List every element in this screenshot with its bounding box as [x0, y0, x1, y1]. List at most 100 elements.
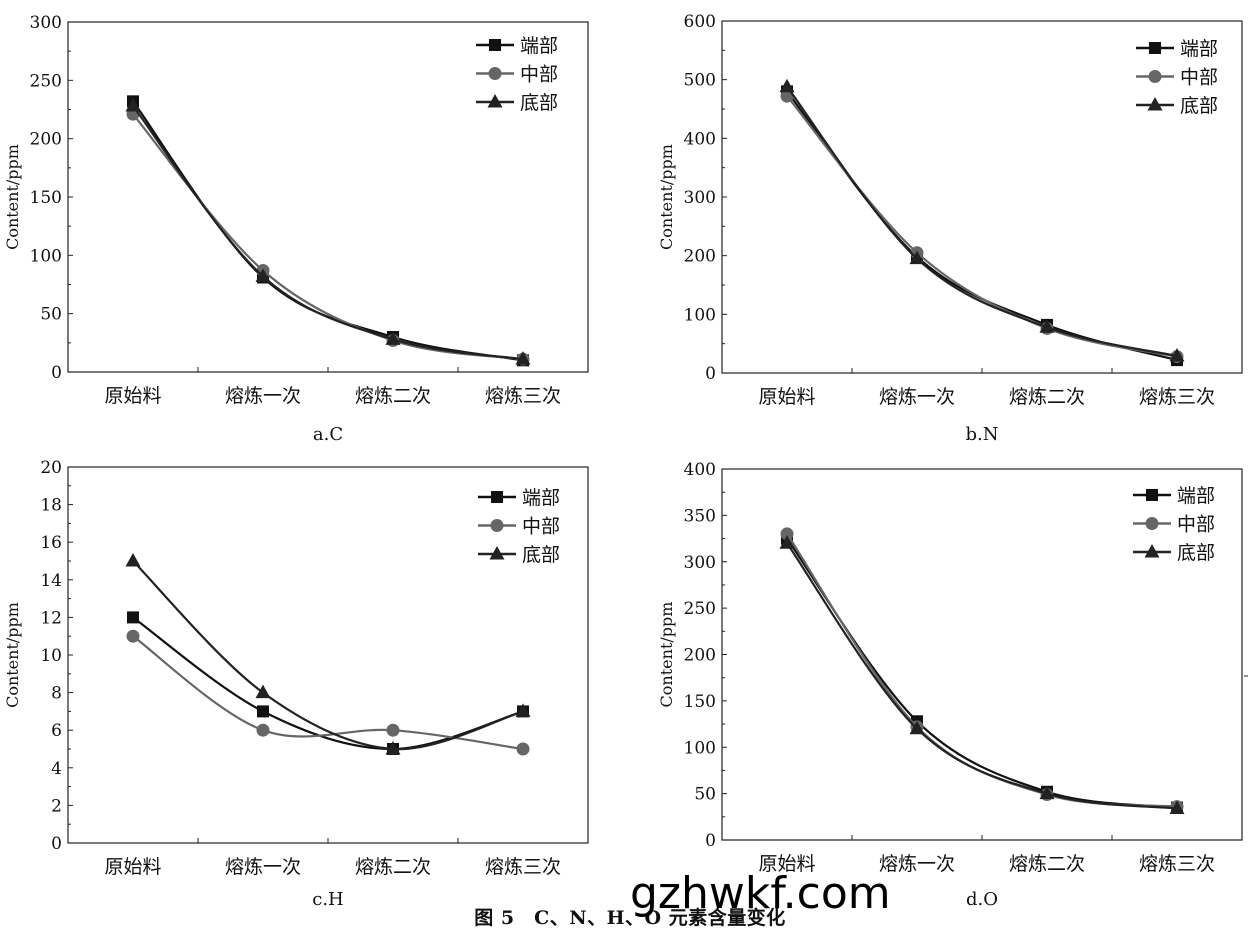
data-point	[256, 723, 270, 737]
legend-swatch-marker	[490, 519, 504, 532]
y-tick-label: 50	[40, 305, 62, 325]
legend-label: 底部	[1180, 95, 1218, 117]
y-tick-label: 600	[684, 12, 716, 32]
y-tick-label: 150	[30, 188, 62, 208]
y-tick-label: 500	[684, 71, 716, 91]
data-point	[515, 351, 531, 365]
y-tick-label: 100	[684, 738, 716, 758]
y-tick-label: 400	[684, 129, 716, 149]
y-tick-label: 14	[40, 571, 62, 591]
y-tick-label: 200	[684, 646, 716, 666]
y-tick-label: 18	[40, 496, 62, 516]
legend-swatch-marker	[488, 67, 502, 80]
series-line	[132, 113, 524, 361]
legend-swatch-marker	[489, 546, 505, 560]
x-category-label: 熔炼二次	[355, 856, 431, 878]
data-point	[127, 611, 139, 624]
data-point	[386, 723, 400, 737]
legend-label: 端部	[520, 35, 558, 57]
chart-panel-0: 0 50 100 150 200 250 300 原始料 熔炼一次 熔炼二次 熔炼三次 Content…	[3, 13, 589, 445]
x-category-label: 原始料	[758, 853, 815, 875]
x-category-label: 熔炼二次	[1009, 386, 1085, 408]
x-category-label: 熔炼三次	[485, 385, 561, 407]
y-tick-label: 350	[684, 506, 716, 526]
series-1	[780, 89, 1184, 364]
data-point	[255, 684, 271, 699]
data-point	[255, 268, 271, 282]
series-line	[786, 90, 1178, 362]
data-point	[1169, 347, 1185, 362]
legend-label: 底部	[522, 544, 560, 566]
chart-panel-3: 0 50 100 150 200 250 300 350 400 原始料 熔炼一次 熔炼二次 熔炼三次 C…	[657, 460, 1243, 910]
series-line	[132, 100, 524, 362]
series-2	[779, 535, 1185, 814]
x-category-label: 原始料	[104, 856, 161, 878]
series-line	[132, 635, 524, 751]
series-2	[125, 553, 531, 755]
x-category-label: 原始料	[758, 386, 815, 408]
x-category-label: 熔炼三次	[485, 856, 561, 878]
y-tick-label: 50	[694, 785, 716, 805]
x-category-label: 熔炼一次	[225, 856, 301, 878]
chart-panel-2: 0 2 4 6 8 10 12 14 16 18 20 原始料 熔炼一次 熔炼二次 熔炼三次 Content/…	[3, 458, 589, 910]
y-tick-label: 300	[30, 13, 62, 33]
figure-caption: 图 5 C、N、H、O 元素含量变化	[474, 907, 786, 929]
x-category-label: 原始料	[104, 385, 161, 407]
legend-label: 中部	[1177, 514, 1215, 536]
legend-label: 端部	[1180, 38, 1218, 60]
y-tick-label: 2	[51, 796, 62, 816]
chart-subtitle: b.N	[966, 424, 999, 445]
data-point	[909, 720, 925, 735]
data-point	[779, 78, 795, 93]
series-line	[786, 86, 1178, 358]
x-category-label: 熔炼三次	[1139, 386, 1215, 408]
legend-swatch-marker	[1145, 517, 1159, 530]
legend-swatch-marker	[1144, 544, 1160, 558]
data-point	[1039, 785, 1055, 800]
y-tick-label: 0	[51, 363, 62, 383]
y-tick-label: 10	[40, 646, 62, 666]
series-1	[780, 527, 1184, 814]
x-category-label: 熔炼三次	[1139, 853, 1215, 875]
series-line	[786, 537, 1178, 809]
legend-label: 中部	[1180, 67, 1218, 89]
series-2	[125, 98, 531, 365]
chart-subtitle: c.H	[312, 889, 344, 910]
data-point	[780, 527, 794, 541]
legend-label: 端部	[1177, 485, 1215, 507]
data-point	[385, 741, 401, 755]
y-tick-label: 150	[684, 692, 716, 712]
y-tick-label: 250	[30, 71, 62, 91]
y-tick-label: 300	[684, 188, 716, 208]
series-line	[786, 533, 1178, 808]
x-category-label: 熔炼二次	[355, 385, 431, 407]
x-category-label: 熔炼一次	[879, 853, 955, 875]
x-category-label: 熔炼二次	[1009, 853, 1085, 875]
y-axis-label: Content/ppm	[3, 144, 22, 250]
data-point	[516, 742, 530, 756]
legend-swatch-marker	[1147, 97, 1163, 111]
x-category-label: 熔炼一次	[879, 386, 955, 408]
y-tick-label: 100	[30, 246, 62, 266]
y-tick-label: 20	[40, 458, 62, 478]
legend-label: 底部	[1177, 542, 1215, 564]
chart-panel-1: 0 100 200 300 400 500 600 原始料 熔炼一次 熔炼二次 熔炼三次 Conten…	[657, 12, 1243, 445]
series-line	[786, 95, 1178, 358]
series-line	[132, 105, 524, 361]
y-tick-label: 300	[684, 553, 716, 573]
legend-swatch-marker	[1146, 489, 1158, 501]
watermark-text: gzhwkf.com	[630, 868, 891, 919]
y-tick-label: 0	[705, 364, 716, 384]
chart-subtitle: d.O	[966, 889, 998, 910]
data-point	[779, 535, 795, 549]
legend-label: 中部	[520, 64, 558, 86]
y-tick-label: 200	[684, 247, 716, 267]
series-line	[132, 560, 524, 751]
legend-swatch-marker	[1148, 70, 1162, 83]
legend-swatch-marker	[489, 39, 501, 51]
legend-label: 端部	[522, 487, 560, 509]
x-category-label: 熔炼一次	[225, 385, 301, 407]
